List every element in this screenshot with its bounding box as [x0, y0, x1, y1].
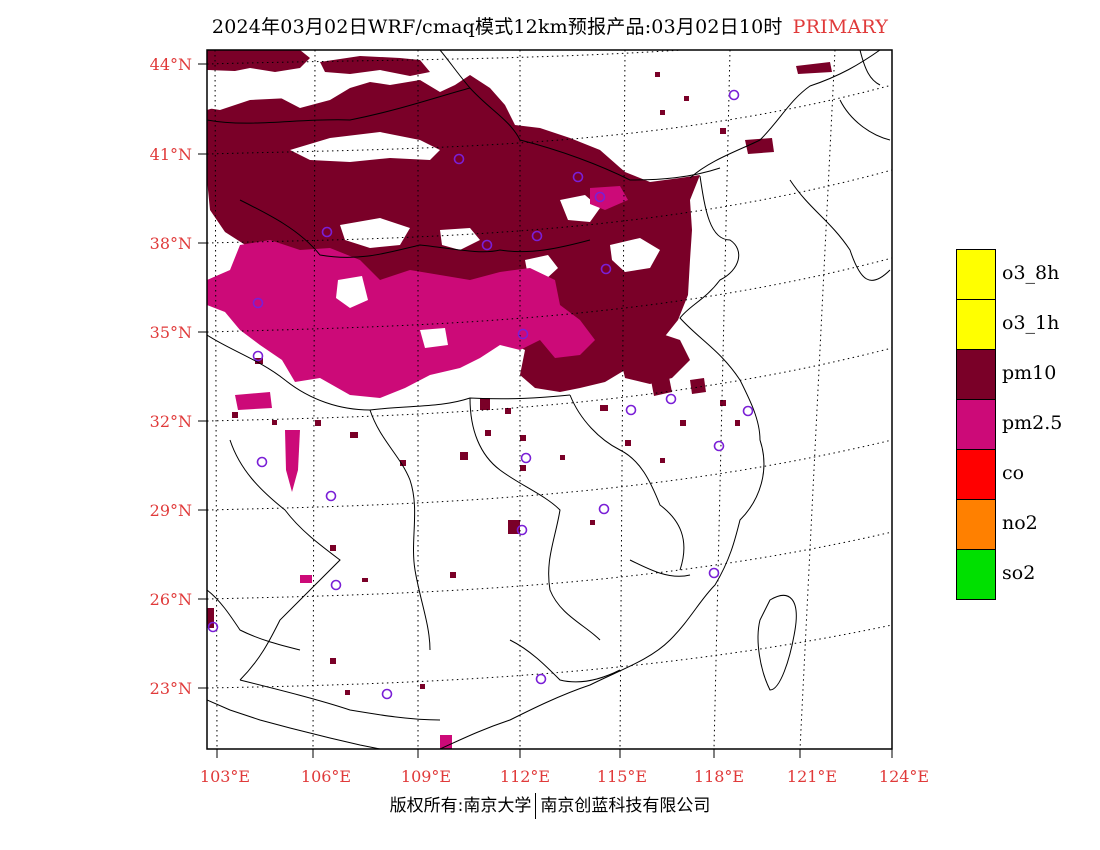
- copyright-right: 南京创蓝科技有限公司: [540, 796, 711, 816]
- legend-swatch: [956, 349, 996, 400]
- legend-swatch: [956, 399, 996, 450]
- title-pollutant: PRIMARY: [792, 16, 889, 38]
- lat-label: 41°N: [150, 145, 192, 164]
- legend-item-o3-1h: o3_1h: [956, 299, 1096, 350]
- copyright-divider: [535, 793, 537, 819]
- lon-ticks: [216, 749, 893, 758]
- legend-item-pm10: pm10: [956, 349, 1096, 400]
- lat-label: 26°N: [150, 590, 192, 609]
- pollutant-legend: o3_8h o3_1h pm10 pm2.5 co no2 so2: [956, 249, 1096, 600]
- lat-label: 29°N: [150, 501, 192, 520]
- lat-label: 32°N: [150, 412, 192, 431]
- legend-item-pm25: pm2.5: [956, 399, 1096, 450]
- copyright-footer: 版权所有:南京大学 南京创蓝科技有限公司: [0, 791, 1100, 819]
- legend-label: so2: [1002, 562, 1036, 584]
- legend-label: pm10: [1002, 362, 1057, 384]
- lat-label: 38°N: [150, 234, 192, 253]
- lon-label: 103°E: [200, 767, 250, 786]
- clean-gaps: [207, 70, 660, 280]
- legend-item-so2: so2: [956, 549, 1096, 600]
- lon-label: 124°E: [879, 767, 929, 786]
- copyright-left: 版权所有:南京大学: [389, 796, 532, 816]
- legend-label: co: [1002, 462, 1025, 484]
- station-markers: [207, 89, 754, 700]
- legend-label: o3_1h: [1002, 312, 1060, 334]
- legend-label: no2: [1002, 512, 1038, 534]
- legend-swatch: [956, 449, 996, 500]
- map-frame: [206, 49, 893, 750]
- legend-swatch: [956, 299, 996, 350]
- lat-ticks: [198, 63, 207, 689]
- lon-label: 106°E: [301, 767, 351, 786]
- lon-label: 112°E: [500, 767, 550, 786]
- legend-swatch: [956, 499, 996, 550]
- map-title: 2024年03月02日WRF/cmaq模式12km预报产品:03月02日10时 P…: [0, 12, 1100, 39]
- lat-label: 44°N: [150, 55, 192, 74]
- lat-label: 35°N: [150, 323, 192, 342]
- scattered-pm25-cells: [300, 575, 452, 749]
- pm25-gaps: [336, 276, 448, 348]
- lon-label: 115°E: [597, 767, 647, 786]
- legend-item-co: co: [956, 449, 1096, 500]
- legend-item-o3-8h: o3_8h: [956, 249, 1096, 300]
- lon-labels: 103°E 106°E 109°E 112°E 115°E 118°E 121°…: [200, 767, 929, 786]
- title-main: 2024年03月02日WRF/cmaq模式12km预报产品:03月02日10时: [211, 16, 783, 38]
- lat-label: 23°N: [150, 679, 192, 698]
- legend-item-no2: no2: [956, 499, 1096, 550]
- legend-label: pm2.5: [1002, 412, 1063, 434]
- lon-label: 121°E: [787, 767, 837, 786]
- boundary-lines: [207, 50, 891, 749]
- map-plot-area: [207, 50, 892, 749]
- lon-label: 109°E: [401, 767, 451, 786]
- legend-swatch: [956, 549, 996, 600]
- legend-label: o3_8h: [1002, 262, 1060, 284]
- pm25-field: [207, 186, 628, 492]
- lat-labels: 44°N 41°N 38°N 35°N 32°N 29°N 26°N 23°N: [150, 55, 192, 698]
- graticule: [207, 50, 892, 749]
- legend-swatch: [956, 249, 996, 300]
- lon-label: 118°E: [694, 767, 744, 786]
